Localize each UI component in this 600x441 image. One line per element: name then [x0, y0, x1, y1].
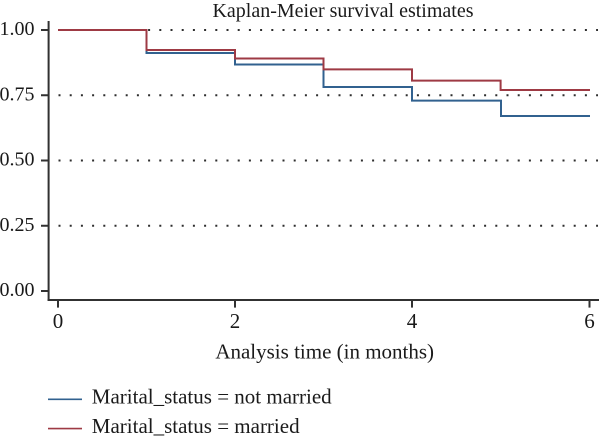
svg-text:0.75: 0.75: [0, 83, 35, 105]
svg-text:0.50: 0.50: [0, 149, 35, 171]
svg-text:6: 6: [584, 309, 595, 333]
svg-text:2: 2: [230, 309, 241, 333]
svg-text:Analysis time (in months): Analysis time (in months): [215, 340, 434, 364]
svg-text:0: 0: [53, 309, 64, 333]
svg-text:Marital_status = not married: Marital_status = not married: [92, 385, 332, 409]
svg-text:1.00: 1.00: [0, 18, 35, 40]
svg-text:Kaplan-Meier survival estimate: Kaplan-Meier survival estimates: [212, 0, 473, 22]
svg-text:0.00: 0.00: [0, 279, 35, 301]
svg-text:Marital_status = married: Marital_status = married: [92, 414, 300, 438]
svg-text:4: 4: [407, 309, 418, 333]
svg-text:0.25: 0.25: [0, 214, 35, 236]
